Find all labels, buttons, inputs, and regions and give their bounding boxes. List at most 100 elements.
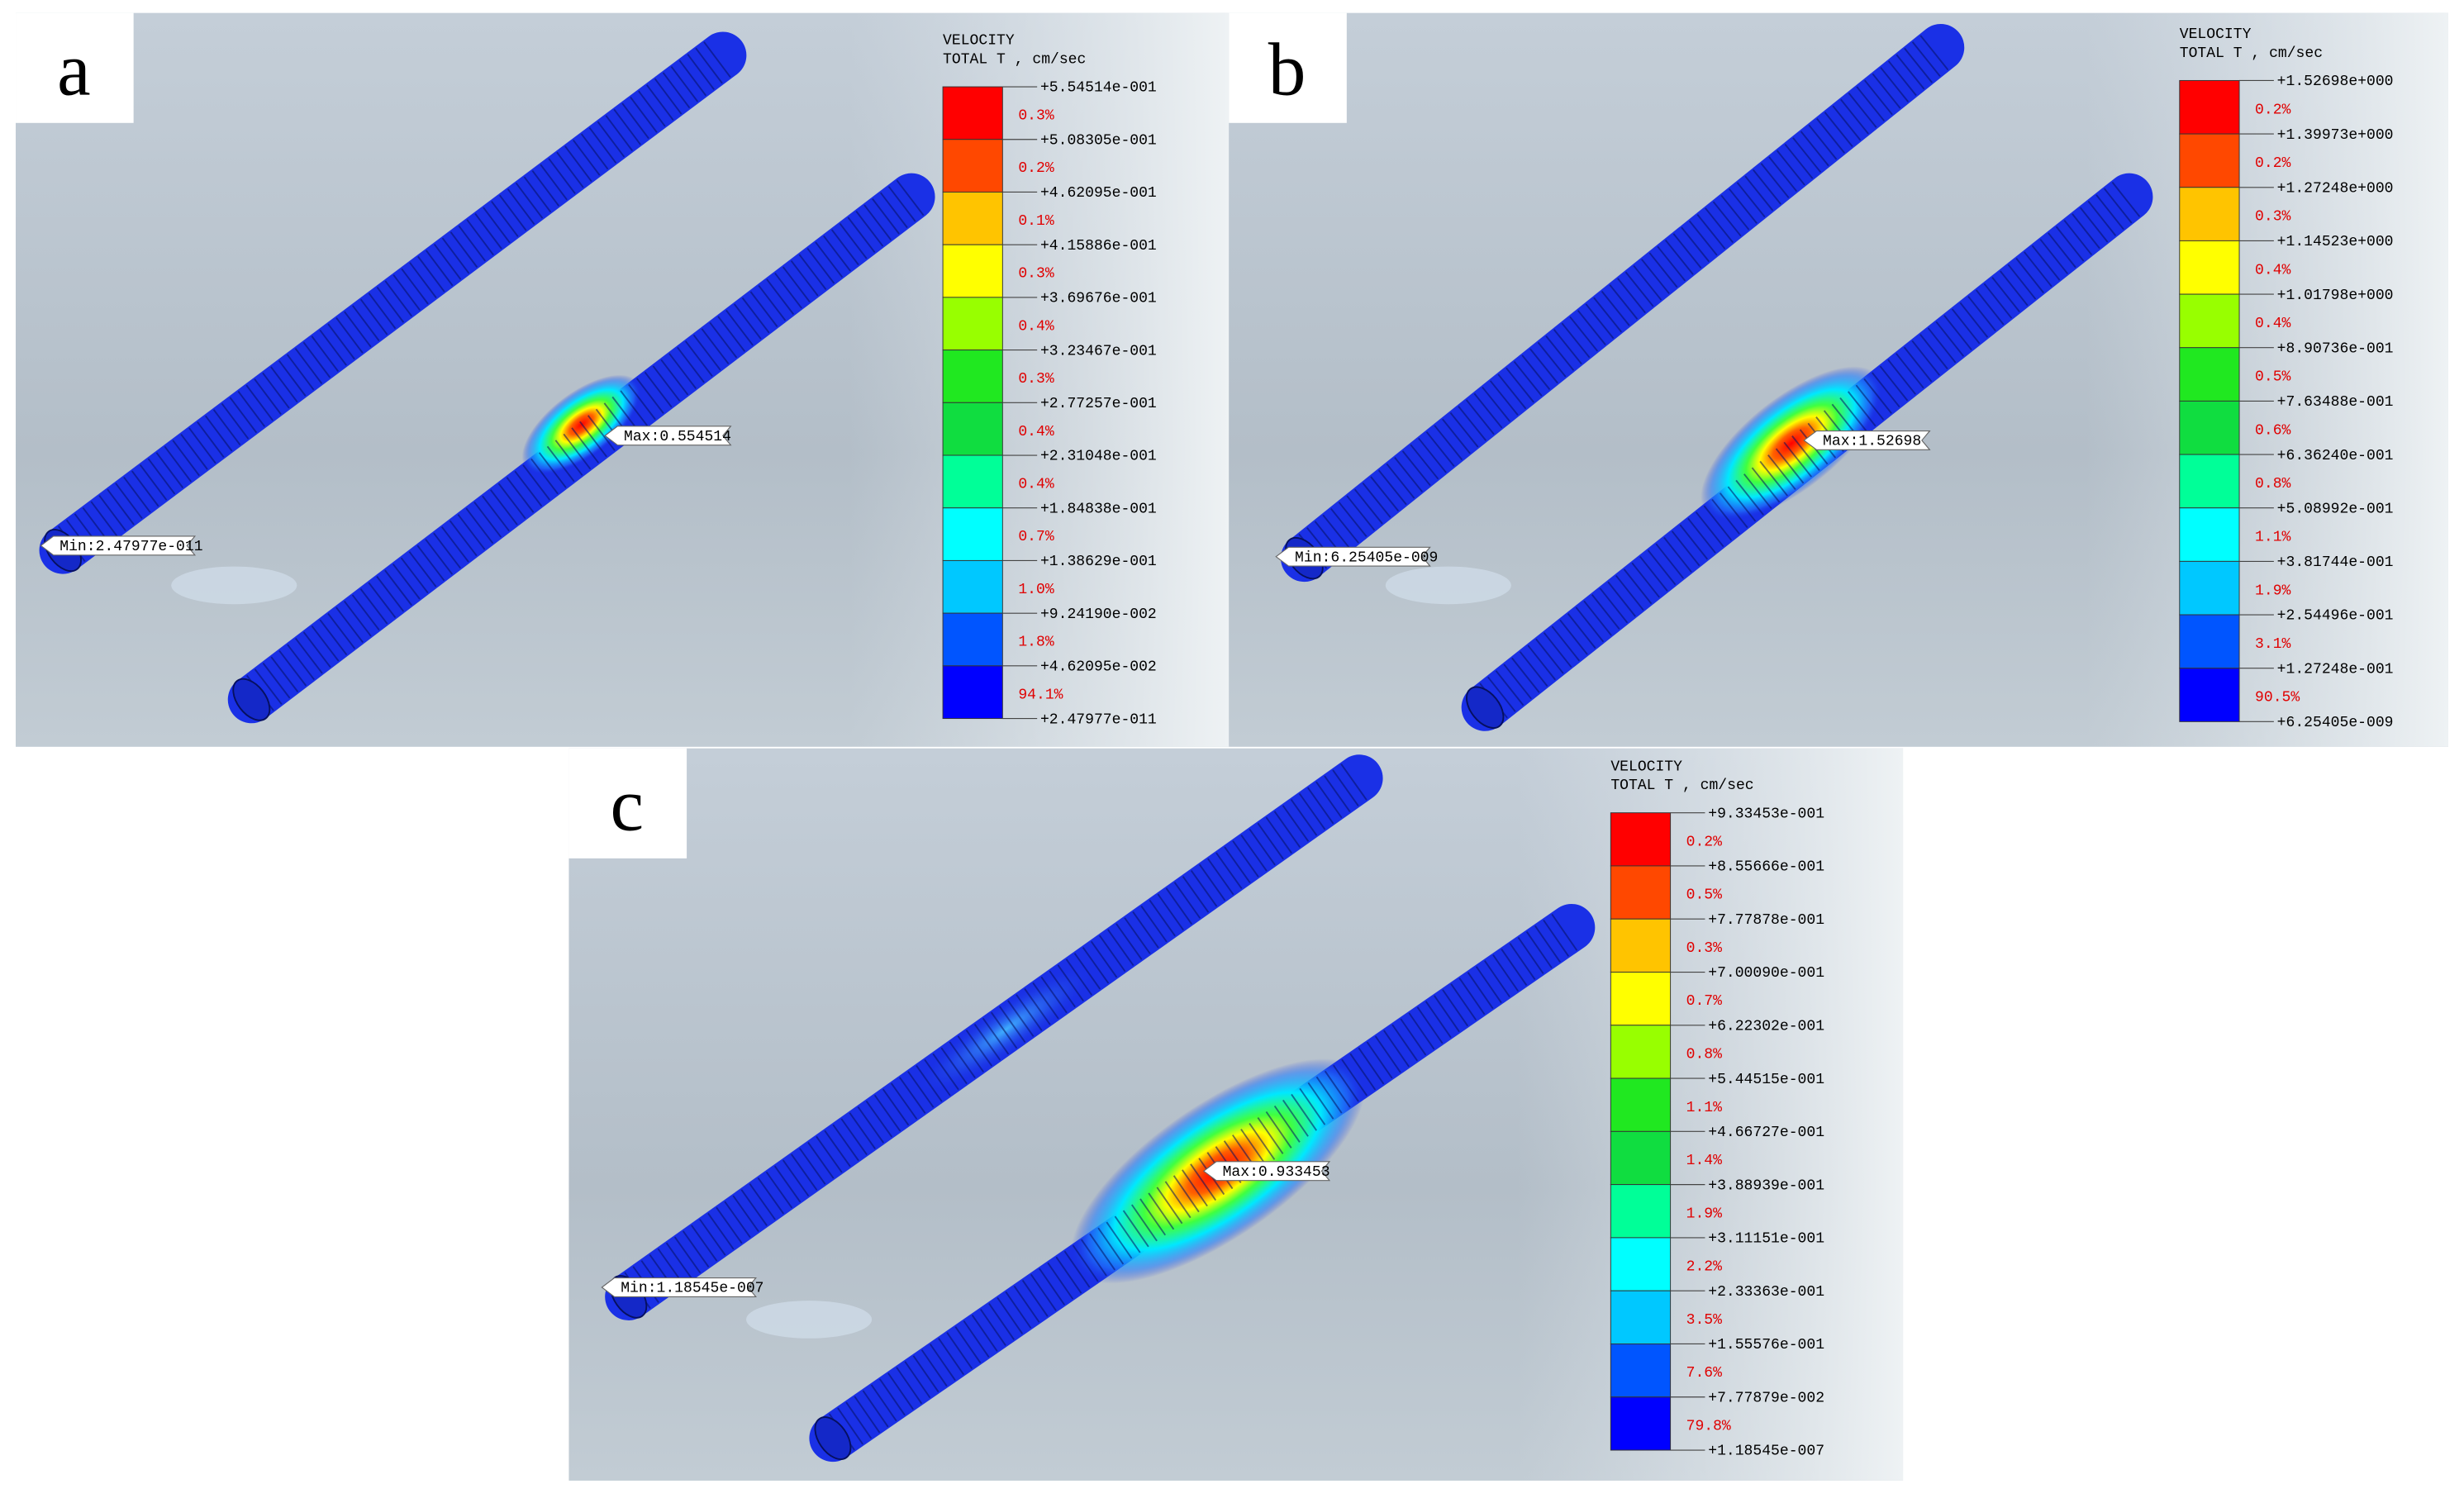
legend-level: +2.77257e-001 — [1040, 396, 1157, 412]
legend-swatch — [1610, 1396, 1672, 1451]
legend-swatch — [942, 454, 1003, 509]
tube-rings — [616, 760, 1372, 1315]
legend-background — [2085, 12, 2448, 747]
legend-level: +2.33363e-001 — [1708, 1284, 1824, 1301]
legend-level: +1.18545e-007 — [1708, 1444, 1824, 1460]
legend-swatch — [2179, 240, 2240, 295]
legend-percent: 1.9% — [1686, 1206, 1722, 1222]
legend-swatch — [2179, 454, 2240, 509]
callout-box — [604, 426, 732, 446]
legend-percent: 0.4% — [2255, 262, 2290, 278]
legend-percent: 0.3% — [1686, 940, 1722, 957]
legend-percent: 1.9% — [2255, 583, 2290, 599]
legend-level: +6.25405e-009 — [2277, 715, 2394, 731]
callout-box — [1275, 546, 1431, 567]
legend-level: +5.08305e-001 — [1040, 132, 1157, 149]
callout-box — [1202, 1161, 1331, 1182]
legend-swatch — [1610, 918, 1672, 973]
legend-level: +7.00090e-001 — [1708, 965, 1824, 982]
legend-level: +2.31048e-001 — [1040, 449, 1157, 465]
legend-swatch — [942, 86, 1003, 140]
legend-level: +3.69676e-001 — [1040, 291, 1157, 307]
legend-level: +1.52698e+000 — [2277, 74, 2394, 90]
legend-swatch — [2179, 614, 2240, 669]
legend-swatch — [1610, 865, 1672, 920]
legend-level: +1.38629e-001 — [1040, 554, 1157, 570]
legend-swatch — [2179, 560, 2240, 616]
legend-swatch — [942, 244, 1003, 298]
legend-level: +5.44515e-001 — [1708, 1072, 1824, 1088]
legend-level: +8.55666e-001 — [1708, 859, 1824, 876]
legend-level: +2.47977e-011 — [1040, 711, 1157, 728]
callout-text: Max:0.554514 — [624, 429, 731, 445]
legend-unit: TOTAL T , cm/sec — [1610, 778, 1753, 794]
legend-swatch — [942, 191, 1003, 245]
panel-letter-box — [568, 748, 687, 859]
callout-text: Min:6.25405e-009 — [1295, 549, 1438, 566]
legend-level: +1.01798e+000 — [2277, 288, 2394, 304]
legend-level: +1.84838e-001 — [1040, 501, 1157, 517]
tube-rings — [1471, 179, 2143, 725]
legend-percent: 0.6% — [2255, 422, 2290, 439]
legend-title: VELOCITY — [2180, 26, 2252, 43]
legend-percent: 0.2% — [1686, 834, 1722, 850]
legend-percent: 0.3% — [1018, 108, 1054, 125]
callout-box — [1803, 430, 1931, 450]
legend-percent: 0.4% — [1018, 476, 1054, 492]
tube — [39, 31, 747, 574]
legend-level: +5.08992e-001 — [2277, 501, 2394, 517]
panel-letter-box — [1229, 12, 1347, 123]
legend-level: +6.22302e-001 — [1708, 1018, 1824, 1035]
legend-swatch — [1610, 972, 1672, 1026]
legend-level: +2.54496e-001 — [2277, 608, 2394, 625]
legend-swatch — [2179, 400, 2240, 455]
legend-percent: 0.2% — [2255, 155, 2290, 172]
panel: Min:6.25405e-009 Max:1.52698 b VELOCITY TOTA… — [1229, 12, 2448, 747]
legend-swatch — [2179, 133, 2240, 188]
panel-letter: c — [611, 763, 645, 847]
legend-level: +3.23467e-001 — [1040, 343, 1157, 359]
legend-level: +9.33453e-001 — [1708, 806, 1824, 822]
legend-level: +4.66727e-001 — [1708, 1125, 1824, 1141]
legend-title: VELOCITY — [1610, 759, 1682, 775]
legend-swatch — [1610, 1077, 1672, 1132]
legend-level: +3.11151e-001 — [1708, 1231, 1824, 1248]
legend-percent: 1.8% — [1018, 635, 1054, 651]
legend-unit: TOTAL T , cm/sec — [943, 52, 1086, 69]
legend-percent: 94.1% — [1018, 687, 1063, 703]
legend-swatch — [2179, 347, 2240, 402]
callout-box — [40, 535, 197, 556]
legend-level: +1.14523e+000 — [2277, 234, 2394, 250]
legend-percent: 3.1% — [2255, 636, 2290, 653]
hotspot — [1701, 366, 1882, 521]
legend-level: +4.62095e-002 — [1040, 659, 1157, 676]
legend-swatch — [942, 297, 1003, 351]
floor-glow — [171, 566, 297, 605]
legend-percent: 1.4% — [1686, 1153, 1722, 1169]
legend-swatch — [1610, 1290, 1672, 1344]
legend-level: +7.77878e-001 — [1708, 912, 1824, 929]
floor-glow — [746, 1301, 873, 1339]
legend-swatch — [2179, 668, 2240, 722]
legend-level: +7.63488e-001 — [2277, 394, 2394, 411]
legend-swatch — [1610, 1130, 1672, 1186]
callout-text: Max:1.52698 — [1823, 434, 1921, 450]
legend-percent: 0.1% — [1018, 213, 1054, 230]
legend-percent: 0.8% — [1686, 1047, 1722, 1063]
warm-spot — [915, 963, 1096, 1096]
legend-percent: 3.5% — [1686, 1312, 1722, 1329]
legend-swatch — [2179, 79, 2240, 135]
legend-background — [1516, 748, 1904, 1481]
legend-swatch — [2179, 187, 2240, 241]
legend-swatch — [942, 612, 1003, 667]
legend-percent: 90.5% — [2255, 690, 2300, 706]
panel: Min:2.47977e-011 Max:0.554514 a VELOCITY TOT… — [16, 12, 1230, 747]
legend-percent: 0.3% — [2255, 209, 2290, 226]
legend-percent: 0.4% — [1018, 318, 1054, 335]
legend-level: +4.62095e-001 — [1040, 185, 1157, 202]
legend-percent: 0.8% — [2255, 476, 2290, 492]
legend-swatch — [1610, 1025, 1672, 1079]
legend-percent: 2.2% — [1686, 1259, 1722, 1276]
legend-swatch — [942, 665, 1003, 720]
